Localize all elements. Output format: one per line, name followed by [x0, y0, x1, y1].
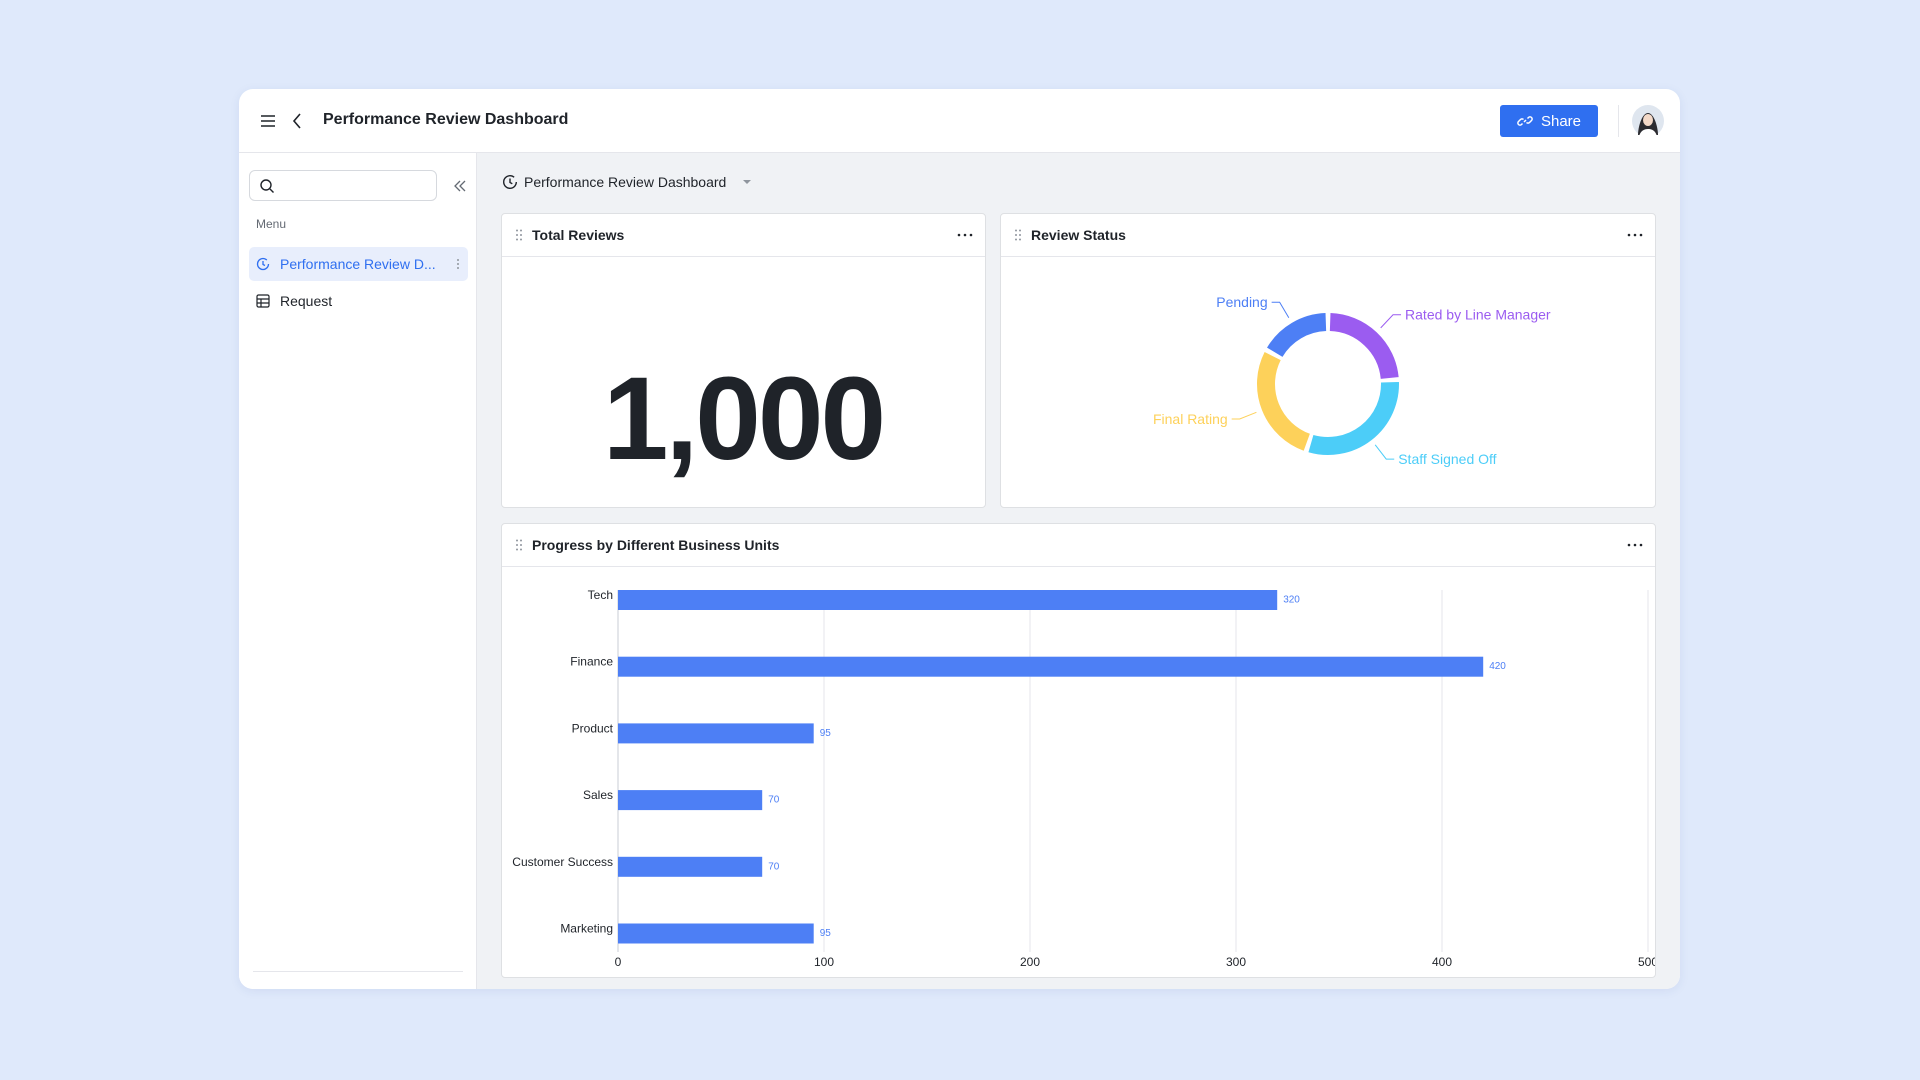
y-tick-label: Finance	[570, 655, 613, 669]
x-tick-label: 300	[1226, 955, 1246, 969]
dashboard-selector[interactable]: Performance Review Dashboard	[502, 172, 752, 192]
menu-item-label: Request	[280, 293, 333, 309]
page-title: Performance Review Dashboard	[323, 111, 569, 128]
donut-label: Pending	[1216, 294, 1267, 310]
panel-title: Review Status	[1031, 227, 1126, 243]
donut-segment	[1257, 352, 1311, 451]
value-label: 420	[1489, 661, 1506, 672]
divider	[1618, 105, 1619, 137]
y-tick-label: Marketing	[560, 922, 613, 936]
bar	[618, 790, 763, 811]
dropdown-arrow	[743, 180, 752, 184]
x-tick-label: 0	[615, 955, 622, 969]
dashboard-name: Performance Review Dashboard	[524, 174, 727, 190]
dashboard-icon	[502, 174, 518, 190]
value-label: 95	[820, 928, 832, 939]
x-tick-label: 200	[1020, 955, 1040, 969]
panel-title: Progress by Different Business Units	[532, 537, 780, 553]
y-tick-label: Tech	[588, 588, 613, 602]
menu-item-label: Performance Review D...	[280, 256, 436, 272]
x-tick-label: 400	[1432, 955, 1452, 969]
donut-label: Rated by Line Manager	[1405, 307, 1551, 323]
avatar[interactable]	[1632, 105, 1664, 137]
panel-options[interactable]	[1627, 543, 1643, 547]
panel-options[interactable]	[957, 233, 973, 237]
leader-line	[1374, 444, 1395, 460]
donut-segment	[1308, 382, 1399, 455]
x-tick-label: 500	[1638, 955, 1655, 969]
dashboard-icon	[256, 257, 270, 271]
divider	[253, 971, 463, 972]
donut-chart: Rated by Line Manager Staff Signed Off Fin…	[1153, 294, 1551, 467]
value-label: 320	[1283, 595, 1300, 606]
leader-line	[1231, 411, 1257, 420]
panel-header: Total Reviews	[502, 214, 985, 257]
kpi-panel: Total Reviews 1,000	[501, 213, 986, 508]
donut-segment	[1329, 313, 1399, 380]
panel-header: Progress by Different Business Units	[502, 524, 1655, 567]
bar	[618, 856, 763, 877]
collapse-icon[interactable]	[453, 179, 467, 193]
leader-line	[1271, 301, 1290, 318]
donut-label: Staff Signed Off	[1398, 451, 1496, 467]
drag-handle[interactable]	[516, 539, 522, 551]
bar	[618, 723, 814, 744]
item-options[interactable]	[456, 258, 460, 270]
donut-label: Final Rating	[1153, 411, 1228, 427]
drag-handle[interactable]	[516, 229, 522, 241]
y-tick-label: Product	[572, 721, 614, 735]
sidebar: Menu Performance Review D... Request	[239, 153, 477, 989]
menu-label: Menu	[256, 217, 287, 231]
share-label: Share	[1540, 112, 1582, 130]
kpi-chart: 1,000	[603, 353, 886, 485]
bar	[618, 923, 814, 944]
donut-segment	[1267, 313, 1327, 358]
kpi-value: 1,000	[603, 353, 883, 485]
share-button[interactable]: Share	[1500, 105, 1598, 137]
y-tick-label: Sales	[583, 788, 613, 802]
bar	[618, 656, 1484, 677]
menu-item[interactable]: Performance Review D...	[249, 247, 468, 281]
panel-title: Total Reviews	[532, 227, 625, 243]
bar-chart: 0 100 200 300 400 500 Tech 320 Finance 420 Product…	[512, 588, 1655, 969]
menu-icon[interactable]	[260, 113, 276, 129]
value-label: 70	[768, 795, 780, 806]
search-icon	[260, 179, 274, 193]
leader-line	[1380, 314, 1402, 329]
panel-options[interactable]	[1627, 233, 1643, 237]
bar-panel: Progress by Different Business Units 0 10…	[501, 523, 1656, 978]
link-icon	[1517, 116, 1533, 126]
top-bar: Performance Review Dashboard Share	[239, 89, 1680, 153]
table-icon	[256, 294, 270, 308]
value-label: 95	[820, 728, 832, 739]
back-icon[interactable]	[291, 113, 303, 129]
drag-handle[interactable]	[1015, 229, 1021, 241]
menu-item[interactable]: Request	[249, 284, 468, 318]
donut-panel: Review Status Rated by Line Manager Staff…	[1000, 213, 1656, 508]
value-label: 70	[768, 861, 780, 872]
x-tick-label: 100	[814, 955, 834, 969]
bar	[618, 590, 1278, 610]
panel-header: Review Status	[1001, 214, 1655, 257]
search-box[interactable]	[249, 170, 437, 201]
dashboard-area: Performance Review Dashboard Total Revie…	[477, 153, 1680, 989]
app-window: Performance Review Dashboard Share Menu …	[239, 89, 1680, 989]
y-tick-label: Customer Success	[512, 855, 613, 869]
